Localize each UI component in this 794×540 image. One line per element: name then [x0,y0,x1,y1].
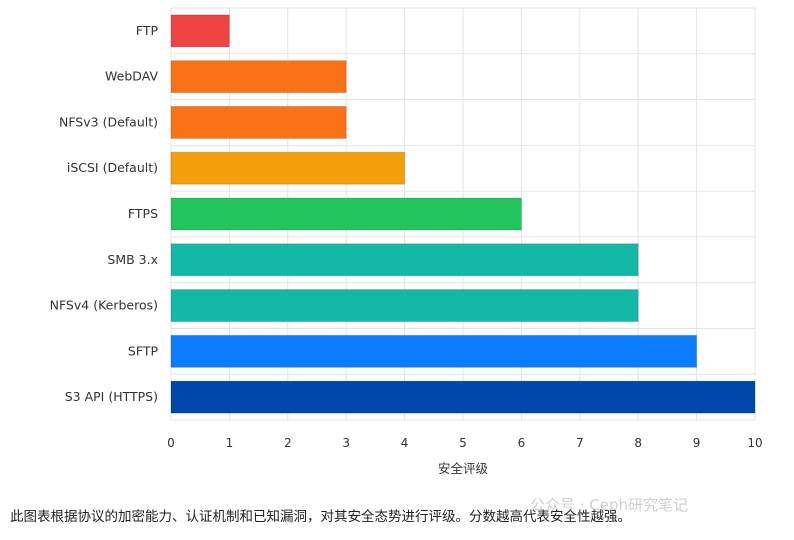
x-tick-label-8: 8 [634,436,642,450]
category-label-0: FTP [136,23,159,38]
bar-1 [170,60,347,94]
category-label-3: iSCSI (Default) [67,160,158,175]
category-label-4: FTPS [128,206,158,221]
x-tick-label-9: 9 [693,436,701,450]
x-tick-label-4: 4 [401,436,409,450]
x-tick-label-7: 7 [576,436,584,450]
x-tick-label-10: 10 [747,436,762,450]
category-label-5: SMB 3.x [107,252,158,267]
bar-8 [170,380,756,414]
category-label-7: SFTP [128,343,159,358]
x-tick-label-5: 5 [459,436,467,450]
bar-0 [170,14,230,48]
bar-3 [170,151,406,185]
category-label-1: WebDAV [105,69,158,84]
x-tick-label-6: 6 [518,436,526,450]
bar-2 [170,105,347,139]
x-tick-label-2: 2 [284,436,292,450]
x-tick-label-0: 0 [167,436,175,450]
bar-7 [170,334,698,368]
bar-6 [170,289,639,323]
watermark-text: 公众号 · Ceph研究笔记 [530,496,689,514]
x-tick-label-3: 3 [342,436,350,450]
bar-5 [170,243,639,277]
category-label-8: S3 API (HTTPS) [65,389,158,404]
chart-caption: 此图表根据协议的加密能力、认证机制和已知漏洞，对其安全态势进行评级。分数越高代表… [10,509,631,525]
chart-area: FTP WebDAV NFSv3 (Default) iSCSI (Default) F… [50,7,763,476]
x-axis-title: 安全评级 [438,461,489,476]
bar-4 [170,197,522,231]
security-rating-bar-chart: FTP WebDAV NFSv3 (Default) iSCSI (Default) F… [50,7,763,476]
category-label-2: NFSv3 (Default) [59,114,158,129]
x-tick-label-1: 1 [226,436,234,450]
category-label-6: NFSv4 (Kerberos) [50,298,158,313]
